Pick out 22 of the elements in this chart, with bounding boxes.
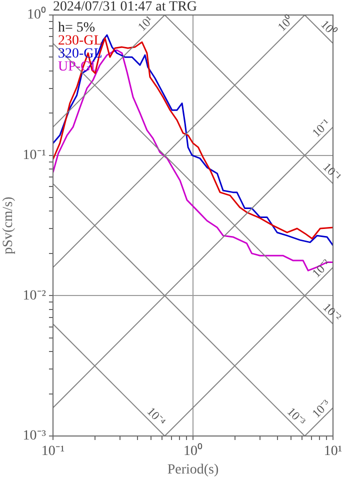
y-tick-label: 10⁻¹ xyxy=(22,148,46,164)
annotation: 10⁻³ xyxy=(309,396,334,421)
x-tick-label: 10⁰ xyxy=(184,443,202,460)
annotation: 10⁻³ xyxy=(284,404,309,429)
annotation: 10⁻² xyxy=(309,256,334,280)
annotation: 10⁻² xyxy=(320,300,344,324)
annotation: 10⁻¹ xyxy=(309,116,334,140)
x-axis-title: Period(s) xyxy=(167,462,219,478)
annotation: 10¹ xyxy=(134,12,156,34)
annotation: 10⁰ xyxy=(274,12,296,34)
y-tick-label: 10⁻³ xyxy=(22,428,46,444)
annotation: 10⁻⁴ xyxy=(144,404,168,428)
annotation: h= 5% xyxy=(58,20,96,36)
chart-title: 2024/07/31 01:47 at TRG xyxy=(53,0,198,15)
y-tick-label: 10⁻² xyxy=(22,288,46,304)
x-tick-label: 10¹ xyxy=(324,444,342,460)
x-tick-label: 10⁻¹ xyxy=(41,444,65,460)
series-label: 230-GL xyxy=(58,34,102,49)
annotation: 10⁻¹ xyxy=(320,160,344,184)
y-axis-title: pSv(cm/s) xyxy=(1,196,16,254)
annotation: 10⁰ xyxy=(318,17,340,38)
y-tick-label: 10⁰ xyxy=(27,6,46,23)
